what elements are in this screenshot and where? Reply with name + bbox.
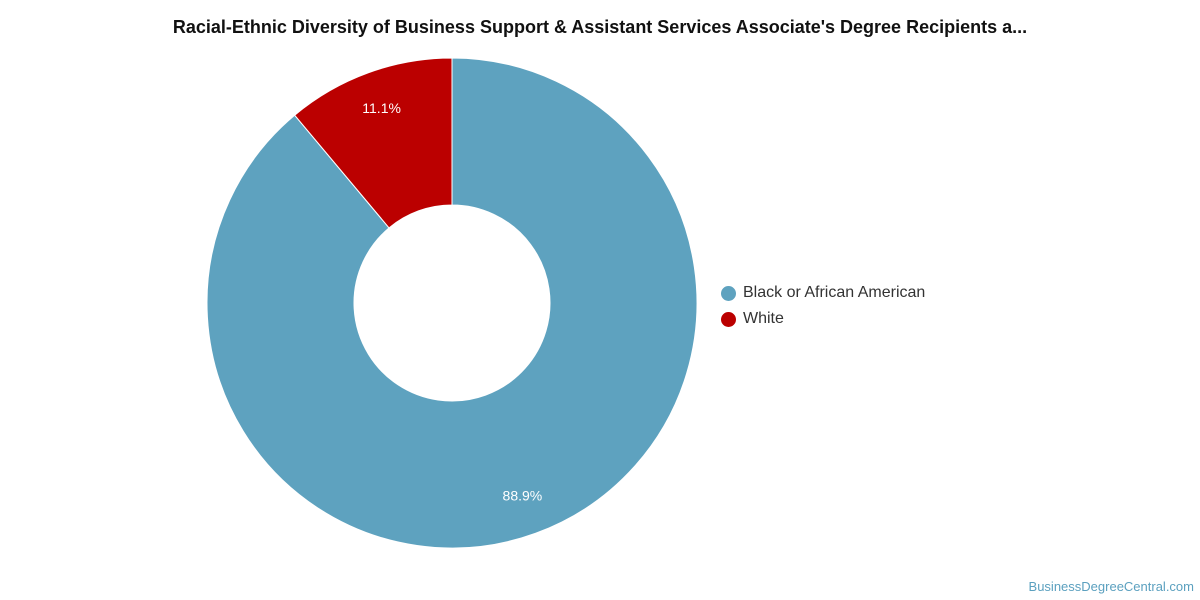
data-label-white: 11.1%	[362, 100, 401, 116]
legend-label-white: White	[743, 310, 784, 327]
legend-item-black-or-african-american[interactable]: Black or African American	[721, 280, 925, 306]
source-credit[interactable]: BusinessDegreeCentral.com	[1028, 579, 1194, 594]
chart-legend: Black or African American White	[721, 280, 925, 332]
legend-swatch-white	[721, 311, 736, 327]
legend-label-black-or-african-american: Black or African American	[743, 284, 926, 301]
legend-item-white[interactable]: White	[721, 306, 925, 332]
slice-black-or-african-american[interactable]	[206, 57, 698, 549]
legend-swatch-black-or-african-american	[721, 285, 736, 301]
donut-slices	[206, 57, 698, 549]
slice-white[interactable]	[293, 57, 453, 229]
chart-title: Racial-Ethnic Diversity of Business Supp…	[172, 17, 1028, 37]
donut-data-labels: 88.9% 11.1%	[362, 100, 542, 503]
data-label-black-or-african-american: 88.9%	[503, 487, 543, 503]
